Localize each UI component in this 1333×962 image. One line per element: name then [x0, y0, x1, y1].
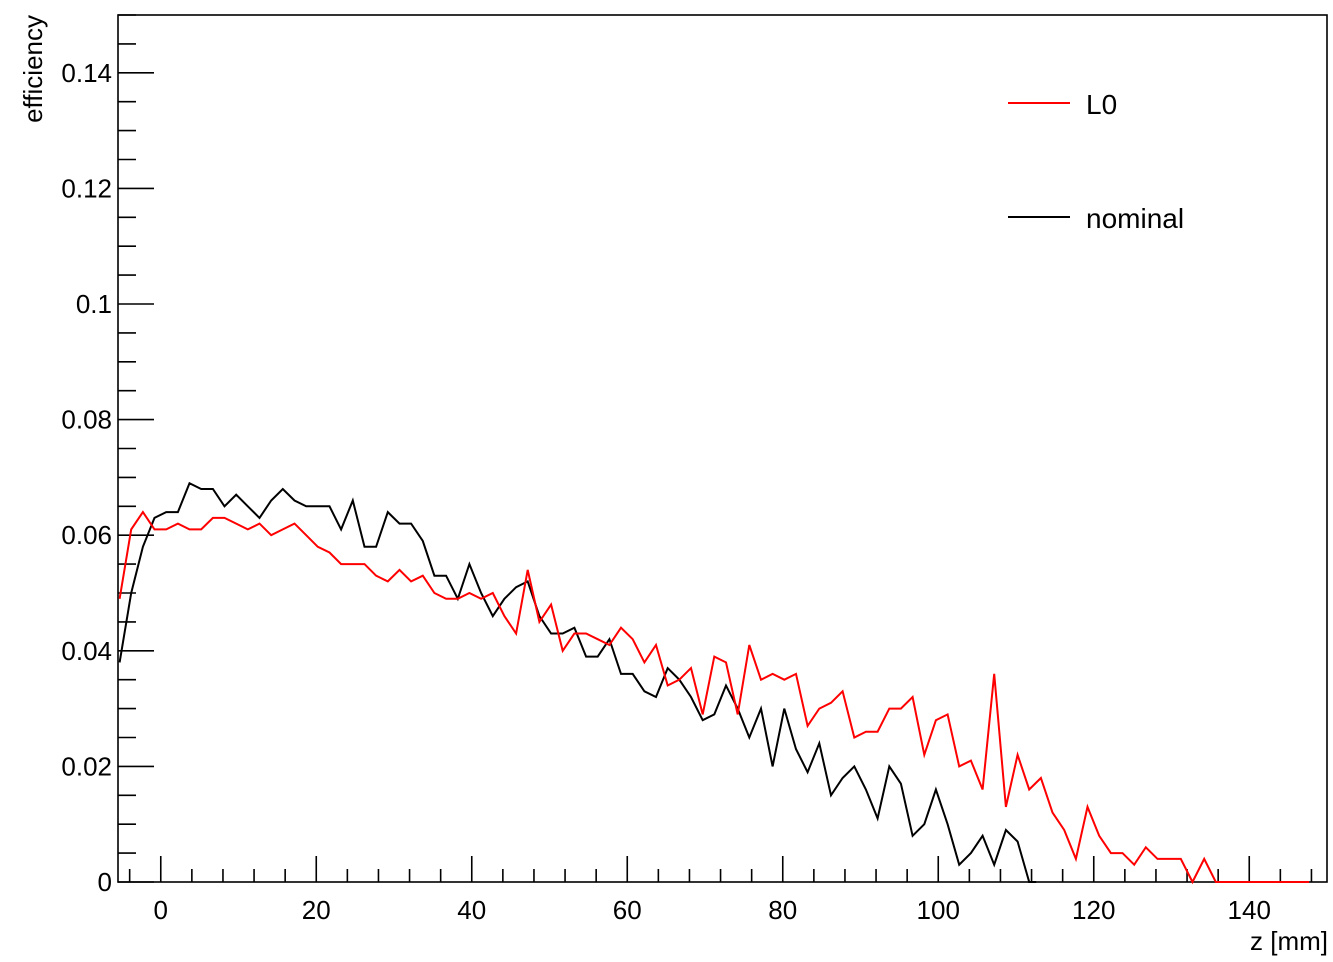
x-tick-label: 80 — [768, 895, 797, 925]
series-lines — [120, 483, 1310, 882]
x-tick-label: 60 — [613, 895, 642, 925]
y-tick-label: 0.02 — [61, 751, 112, 781]
series-line-nominal — [120, 483, 1037, 882]
x-tick-label: 40 — [457, 895, 486, 925]
y-tick-label: 0.04 — [61, 636, 112, 666]
y-tick-label: 0.06 — [61, 520, 112, 550]
y-tick-label: 0.08 — [61, 405, 112, 435]
y-tick-label: 0.12 — [61, 173, 112, 203]
legend-label-l0: L0 — [1086, 89, 1117, 120]
legend: L0 nominal — [1008, 89, 1184, 234]
x-tick-label: 20 — [302, 895, 331, 925]
x-axis-ticks — [130, 856, 1312, 882]
legend-entry-l0: L0 — [1008, 89, 1117, 120]
plot-frame — [118, 15, 1327, 882]
x-axis-tick-labels: 0 20 40 60 80 100 120 140 — [154, 895, 1271, 925]
y-axis-tick-labels: 0 0.02 0.04 0.06 0.08 0.1 0.12 0.14 — [61, 58, 112, 897]
y-tick-label: 0.14 — [61, 58, 112, 88]
y-tick-label: 0 — [98, 867, 112, 897]
x-tick-label: 120 — [1072, 895, 1115, 925]
y-axis-ticks — [118, 15, 154, 882]
legend-entry-nominal: nominal — [1008, 203, 1184, 234]
x-axis-title: z [mm] — [1250, 926, 1328, 956]
series-line-l0 — [120, 512, 1310, 882]
x-tick-label: 0 — [154, 895, 168, 925]
x-tick-label: 140 — [1228, 895, 1271, 925]
x-tick-label: 100 — [917, 895, 960, 925]
y-axis-title: efficiency — [18, 15, 48, 123]
legend-label-nominal: nominal — [1086, 203, 1184, 234]
y-tick-label: 0.1 — [76, 289, 112, 319]
